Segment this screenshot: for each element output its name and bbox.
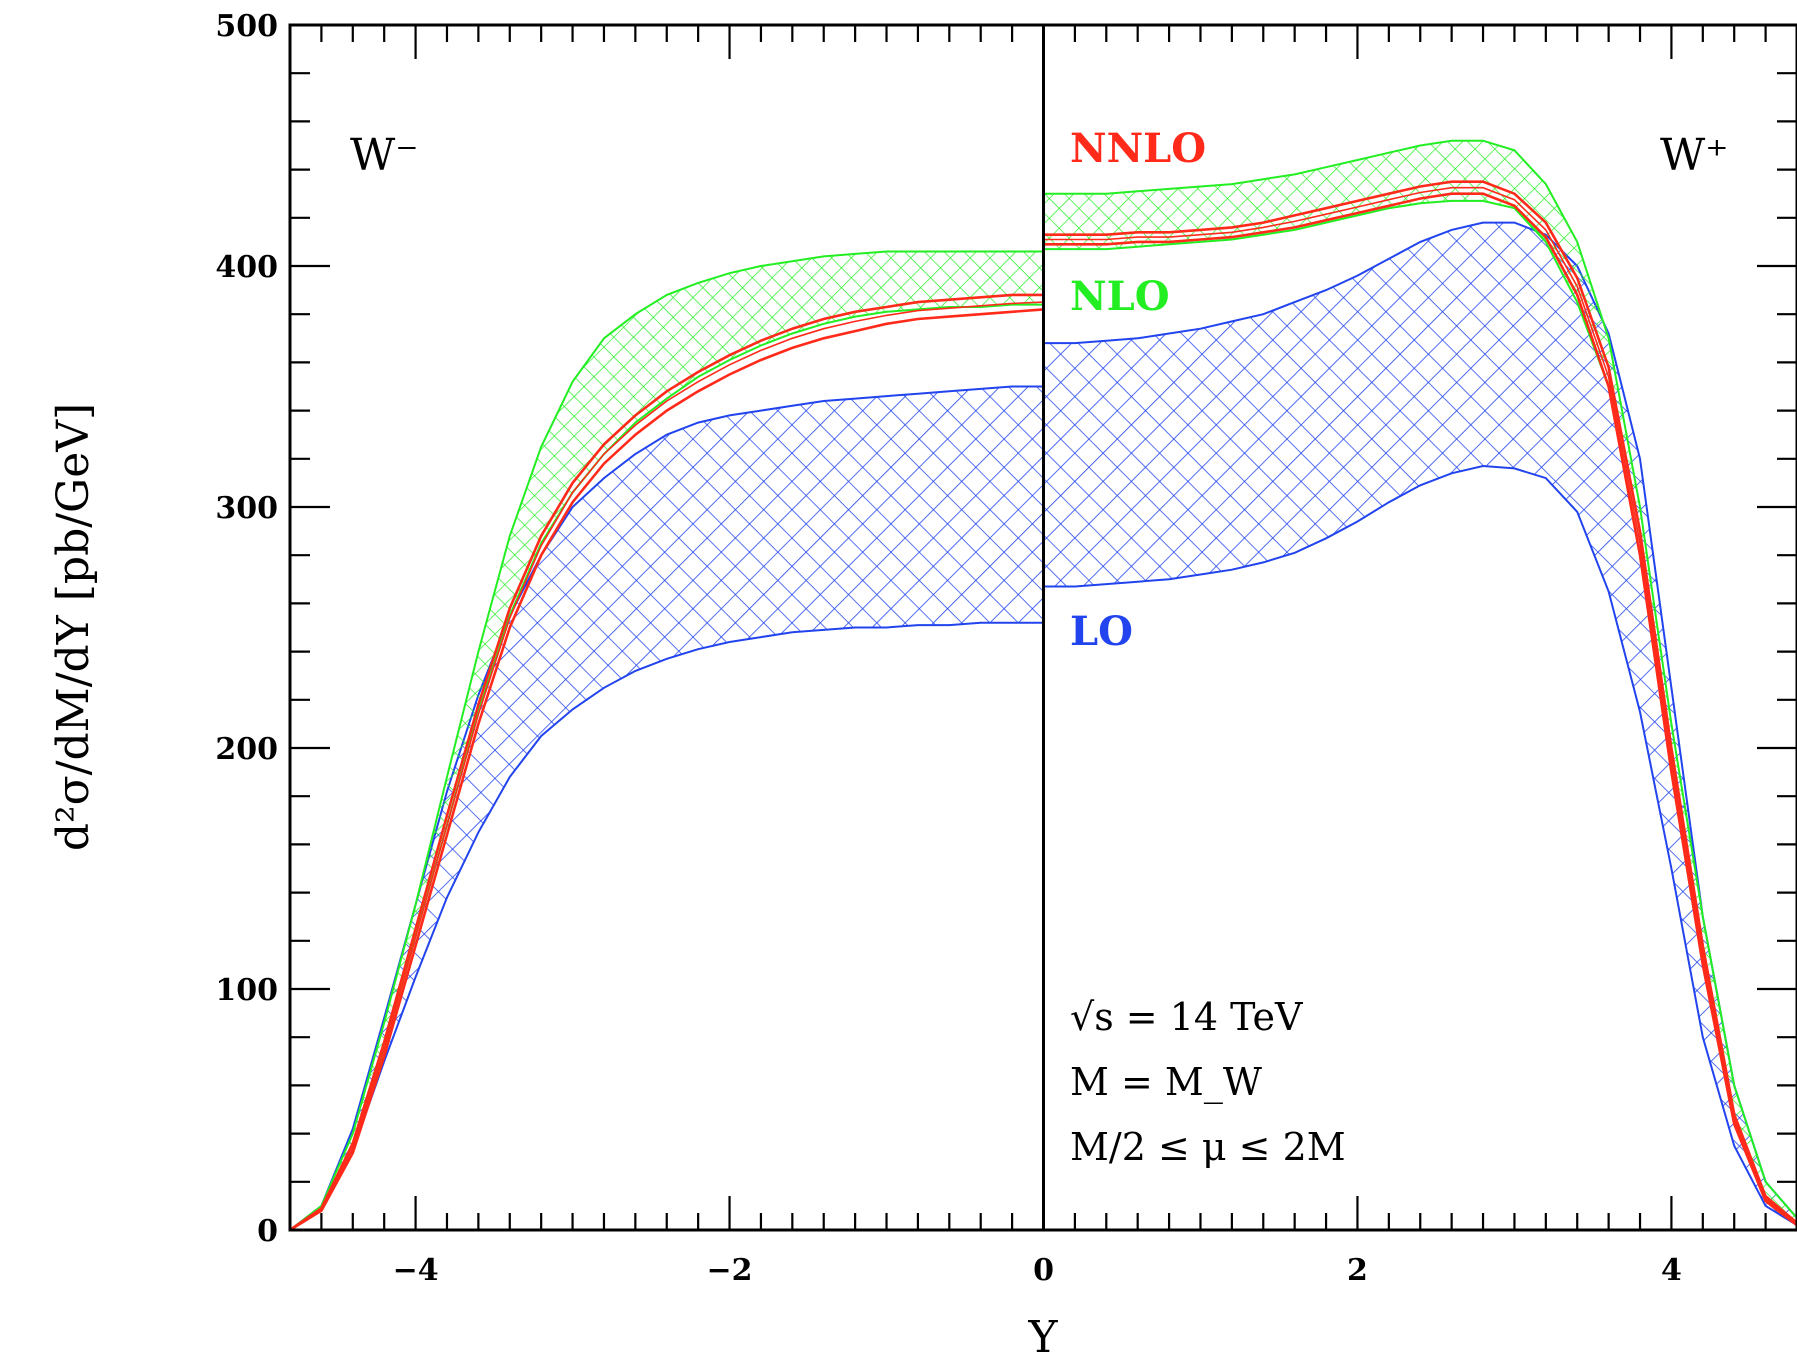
nnlo-w-plus-central-line — [1043, 186, 1797, 1225]
nnlo-w-plus-lower-edge — [1043, 192, 1797, 1227]
w-plus-label: W⁺ — [1660, 130, 1728, 181]
lo-w-plus-band — [1043, 222, 1797, 1226]
lo-w-minus-lower-edge — [290, 621, 1044, 1230]
x-tick-label: 4 — [1661, 1253, 1682, 1288]
y-tick-label: 200 — [215, 732, 278, 767]
nnlo-w-minus-lower-edge — [290, 308, 1044, 1230]
nnlo-series-label: NNLO — [1070, 125, 1206, 172]
lo-w-plus-upper-edge — [1043, 221, 1797, 1219]
mass-annotation: M = M_W — [1070, 1060, 1262, 1105]
lo-w-plus-lower-edge — [1043, 464, 1797, 1227]
y-tick-label: 400 — [215, 250, 278, 285]
x-tick-label: −4 — [393, 1253, 439, 1288]
x-tick-label: 0 — [1033, 1253, 1054, 1288]
energy-annotation: √s = 14 TeV — [1070, 995, 1303, 1039]
plot-axes: −4 −2 0 2 4 0 100 200 300 400 500 — [215, 9, 1797, 1288]
w-minus-label: W⁻ — [350, 130, 418, 181]
chart-labels: Y d²σ/dM/dY [pb/GeV] W⁻ W⁺ NNLO NLO LO √… — [48, 125, 1728, 1363]
y-tick-label: 300 — [215, 491, 278, 526]
x-tick-label: −2 — [707, 1253, 753, 1288]
x-tick-label: 2 — [1347, 1253, 1368, 1288]
y-axis-label: d²σ/dM/dY [pb/GeV] — [48, 403, 99, 851]
y-tick-label: 500 — [215, 9, 278, 44]
nnlo-w-minus-central-line — [290, 301, 1044, 1230]
nlo-w-minus-upper-edge — [290, 250, 1044, 1230]
scale-annotation: M/2 ≤ μ ≤ 2M — [1070, 1125, 1346, 1169]
lo-w-minus-band — [290, 386, 1044, 1230]
x-axis-label: Y — [1027, 1312, 1058, 1363]
lo-series-label: LO — [1070, 608, 1133, 655]
nlo-series-label: NLO — [1070, 273, 1170, 320]
y-tick-label: 0 — [257, 1214, 278, 1249]
nnlo-w-minus-upper-edge — [290, 293, 1044, 1230]
nlo-w-plus-upper-edge — [1043, 139, 1797, 1219]
nnlo-w-plus-upper-edge — [1043, 180, 1797, 1224]
y-tick-label: 100 — [215, 973, 278, 1008]
uncertainty-bands — [290, 139, 1797, 1230]
